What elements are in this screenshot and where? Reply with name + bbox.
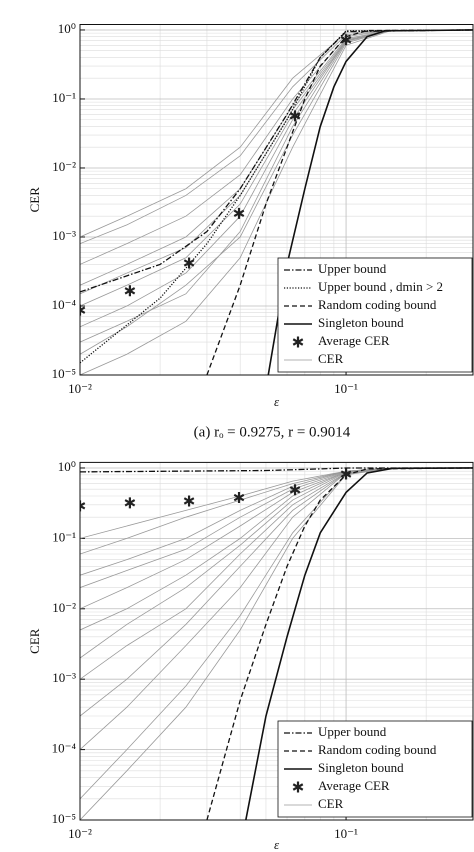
legend-marker — [292, 781, 304, 793]
x-tick-label: 10⁻² — [68, 381, 92, 396]
y-tick-label: 10⁻⁵ — [52, 811, 76, 826]
y-tick-label: 10⁻² — [52, 159, 76, 174]
legend-label: Upper bound — [318, 724, 387, 739]
bound-line — [206, 29, 473, 375]
average-cer-marker — [233, 492, 245, 504]
plot-frame — [79, 24, 474, 376]
x-tick-label: 10⁻¹ — [334, 826, 358, 841]
average-cer-marker — [289, 484, 301, 496]
average-cer-marker — [80, 304, 86, 316]
chart: 10⁻² 10⁻¹ 10⁻⁵ 10⁻⁴ 10⁻³ 10⁻² 10⁻¹ 10⁰ CER ε (a) r… — [27, 21, 474, 440]
average-cer-marker — [183, 495, 195, 507]
y-tick-label: 10⁰ — [58, 459, 76, 474]
average-cer-marker — [340, 34, 352, 46]
average-cer-marker — [80, 500, 86, 512]
y-tick-label: 10⁻⁴ — [52, 741, 77, 756]
legend-label: Upper bound , dmin > 2 — [318, 279, 443, 294]
cer-curve — [80, 29, 393, 238]
bound-line — [245, 467, 473, 820]
average-cer-marker — [124, 497, 136, 509]
legend-label: CER — [318, 351, 344, 366]
bound-line — [80, 29, 473, 293]
legend-label: Average CER — [318, 333, 390, 348]
caption: (a) rₒ = 0.9275, r = 0.9014 — [194, 424, 351, 440]
bound-line — [80, 467, 473, 473]
legend-label: Singleton bound — [318, 760, 404, 775]
y-tick-label: 10⁻⁵ — [52, 366, 76, 381]
average-cer-marker — [124, 285, 136, 297]
x-tick-label: 10⁻¹ — [334, 381, 358, 396]
legend-label: Singleton bound — [318, 315, 404, 330]
x-tick-label: 10⁻² — [68, 826, 92, 841]
y-tick-label: 10⁻¹ — [52, 90, 76, 105]
x-axis-label: ε — [274, 394, 280, 409]
chart: 10⁻² 10⁻¹ 10⁻⁵ 10⁻⁴ 10⁻³ 10⁻² 10⁻¹ 10⁰ CER ε Upper… — [27, 459, 474, 852]
plot-area — [80, 29, 473, 375]
y-tick-label: 10⁻⁴ — [52, 297, 77, 312]
y-tick-label: 10⁻³ — [52, 670, 76, 685]
y-tick-label: 10⁻³ — [52, 228, 76, 243]
y-tick-label: 10⁻² — [52, 600, 76, 615]
legend-marker — [292, 336, 304, 348]
average-cer-marker — [340, 468, 352, 480]
bound-line — [267, 29, 473, 375]
x-axis-label: ε — [274, 837, 280, 852]
legend-label: Random coding bound — [318, 297, 437, 312]
legend-box — [277, 257, 473, 373]
y-tick-label: 10⁻¹ — [52, 529, 76, 544]
bound-line — [80, 29, 473, 364]
plot-area — [80, 467, 473, 820]
y-axis-label: CER — [27, 187, 42, 213]
plot-frame — [79, 461, 474, 821]
average-cer-marker — [233, 207, 245, 219]
legend-label: Random coding bound — [318, 742, 437, 757]
y-tick-label: 10⁰ — [58, 21, 76, 36]
average-cer-marker — [183, 257, 195, 269]
y-axis-label: CER — [27, 628, 42, 654]
legend-label: Average CER — [318, 778, 390, 793]
legend-label: Upper bound — [318, 261, 387, 276]
average-cer-marker — [289, 110, 301, 122]
legend-label: CER — [318, 796, 344, 811]
